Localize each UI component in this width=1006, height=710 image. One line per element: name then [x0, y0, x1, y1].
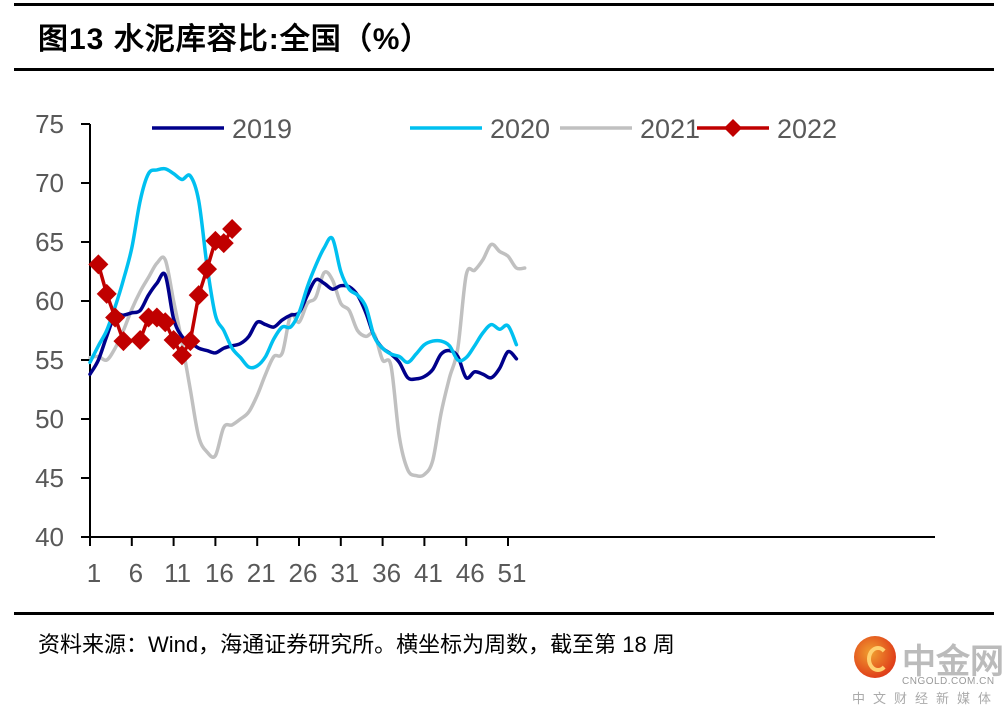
- x-tick-label: 6: [129, 558, 143, 588]
- x-tick-label: 36: [372, 558, 401, 588]
- data-point-2022: [171, 345, 192, 366]
- legend-marker-diamond-icon: [724, 119, 742, 137]
- series-2021: [88, 242, 527, 479]
- watermark-name: 中金网: [902, 642, 1004, 682]
- y-tick-label: 70: [35, 168, 64, 198]
- x-tick-label: 51: [498, 558, 527, 588]
- data-point-2022: [180, 331, 201, 352]
- legend-item-2022: 2022: [697, 114, 837, 144]
- x-tick-label: 11: [164, 558, 191, 588]
- legend-label-2019: 2019: [232, 114, 292, 144]
- y-tick-label: 60: [35, 286, 64, 316]
- series-2022: [88, 219, 243, 366]
- series-2020: [88, 166, 519, 370]
- cngold-logo-icon: [854, 636, 896, 678]
- legend: 2019 2020 2021 2022: [152, 114, 837, 144]
- title-rule: [14, 68, 994, 71]
- series-line-2021: [88, 242, 527, 479]
- y-tick-label: 40: [35, 522, 64, 552]
- series-line-2022: [96, 228, 234, 358]
- data-point-2022: [96, 283, 117, 304]
- legend-item-2019: 2019: [152, 114, 292, 144]
- x-tick-label: 26: [289, 558, 318, 588]
- y-tick-label: 55: [35, 345, 64, 375]
- legend-label-2020: 2020: [490, 114, 550, 144]
- data-point-2022: [130, 329, 151, 350]
- x-tick-label: 16: [205, 558, 234, 588]
- x-tick-label: 21: [247, 558, 276, 588]
- data-point-2022: [88, 254, 109, 275]
- y-tick-label: 75: [35, 109, 64, 139]
- series-line-2020: [88, 166, 519, 370]
- watermark-tagline: 中文财经新媒体: [852, 691, 1000, 706]
- x-tick-label: 46: [456, 558, 485, 588]
- x-tick-label: 1: [87, 558, 101, 588]
- watermark: 中金网 CNGOLD.COM.CN 中文财经新媒体: [850, 630, 1004, 706]
- watermark-domain: CNGOLD.COM.CN: [902, 676, 995, 687]
- source-rule: [14, 612, 994, 615]
- data-point-2022: [197, 259, 218, 280]
- data-point-2022: [155, 312, 176, 333]
- y-tick-label: 45: [35, 463, 64, 493]
- source-note: 资料来源：Wind，海通证券研究所。横坐标为周数，截至第 18 周: [38, 632, 675, 657]
- x-tick-label: 31: [330, 558, 359, 588]
- data-point-2022: [213, 233, 234, 254]
- legend-item-2020: 2020: [410, 114, 550, 144]
- data-point-2022: [188, 285, 209, 306]
- top-rule: [14, 3, 994, 6]
- y-tick-label: 65: [35, 227, 64, 257]
- figure-title: 图13 水泥库容比:全国（%）: [38, 23, 432, 56]
- legend-item-2021: 2021: [560, 114, 700, 144]
- data-point-2022: [105, 307, 126, 328]
- data-point-2022: [163, 329, 184, 350]
- series-layer: [88, 166, 527, 479]
- data-point-2022: [222, 219, 243, 240]
- y-tick-label: 50: [35, 404, 64, 434]
- legend-label-2022: 2022: [777, 114, 837, 144]
- legend-label-2021: 2021: [640, 114, 700, 144]
- data-point-2022: [113, 331, 134, 352]
- x-tick-label: 41: [414, 558, 443, 588]
